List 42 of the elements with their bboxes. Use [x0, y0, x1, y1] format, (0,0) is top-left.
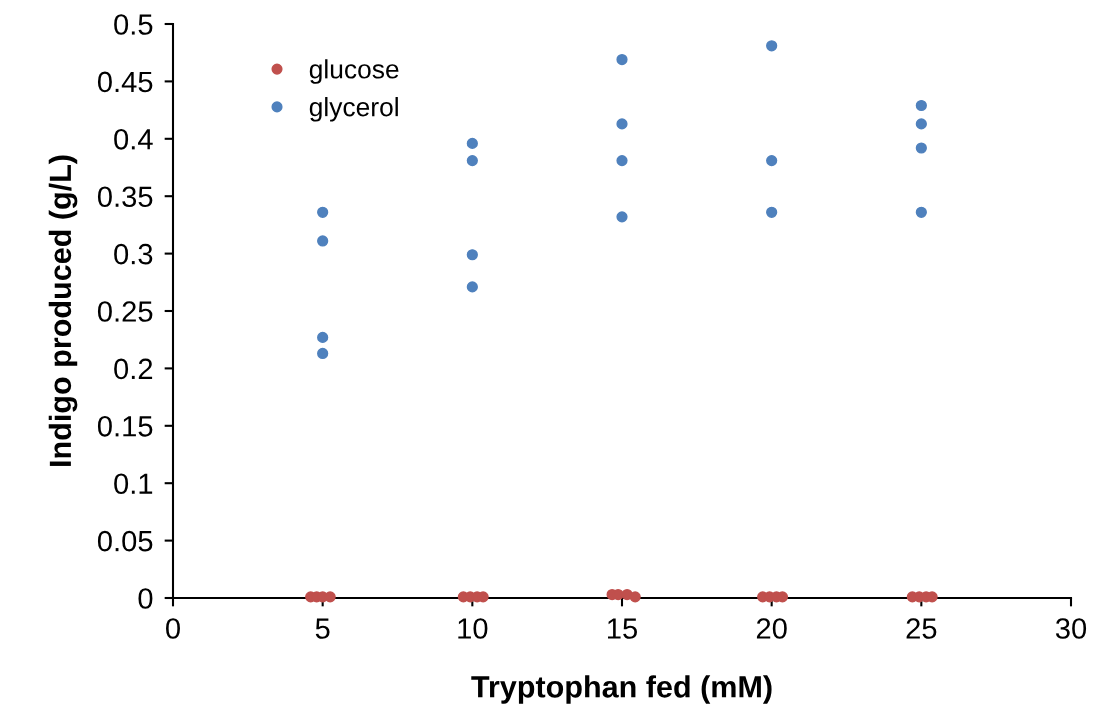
- point: [317, 235, 329, 247]
- point: [915, 99, 927, 112]
- x-tick-label: 25: [906, 618, 937, 639]
- y-tick-label: 0.35: [97, 186, 153, 208]
- y-tick-label: 0.1: [114, 473, 153, 495]
- point: [616, 118, 628, 130]
- y-tick-label: 0.5: [114, 14, 153, 35]
- point: [466, 155, 478, 167]
- x-axis-title: Tryptophan fed (mM): [471, 675, 772, 704]
- y-tick-label: 0.25: [97, 301, 153, 322]
- y-tick-label: 0.45: [97, 71, 153, 93]
- point: [766, 206, 778, 218]
- point: [616, 155, 628, 167]
- x-tick-label: 15: [608, 618, 637, 639]
- y-axis-title: Indigo produced (g/L): [48, 155, 78, 466]
- point: [629, 591, 641, 603]
- x-tick-label: 10: [458, 618, 488, 639]
- point: [616, 53, 628, 66]
- point: [766, 40, 778, 52]
- point: [466, 137, 478, 149]
- point: [915, 118, 927, 130]
- x-tick-label: 30: [1055, 618, 1087, 639]
- y-tick-label: 0.3: [114, 243, 153, 265]
- y-tick-label: 0.05: [97, 530, 153, 552]
- point: [766, 155, 778, 167]
- x-tick-label: 5: [315, 618, 330, 639]
- point: [466, 249, 478, 261]
- point: [317, 347, 329, 360]
- point: [616, 211, 628, 223]
- y-tick-label: 0.2: [114, 358, 153, 380]
- point: [317, 331, 329, 344]
- x-tick-label: 0: [166, 618, 180, 639]
- y-tick-label: 0.4: [114, 129, 153, 150]
- y-tick-label: 0: [138, 588, 153, 609]
- point: [915, 206, 927, 218]
- point: [915, 142, 927, 154]
- legend-label: glucose: [309, 59, 399, 84]
- point: [466, 281, 478, 293]
- legend-label: glycerol: [309, 97, 398, 122]
- x-tick-label: 20: [756, 618, 787, 639]
- y-tick-label: 0.15: [97, 416, 153, 437]
- point: [317, 206, 329, 218]
